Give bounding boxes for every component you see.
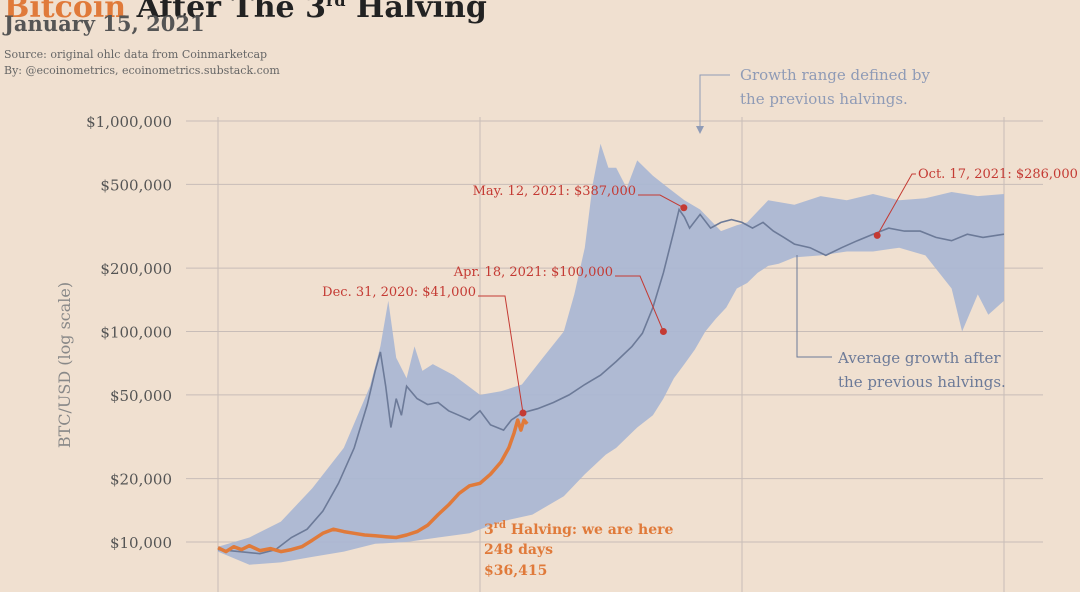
growth-range-note: Growth range defined by the previous hal… [696,66,930,134]
title-accent: Bitcoin [4,0,127,25]
annotation-label: Oct. 17, 2021: $286,000 [918,167,1078,182]
chart-source: Source: original ohlc data from Coinmark… [4,47,280,79]
average-growth-note: Average growth after the previous halvin… [796,255,1006,391]
current-note-price: $36,415 [484,563,547,579]
current-note-line-1: 3rd Halving: we are here [484,520,673,538]
y-tick-label: $200,000 [100,260,172,278]
source-line-1: Source: original ohlc data from Coinmark… [4,48,268,61]
title-main: After The 3rd Halving [137,0,487,25]
annotation-point [873,231,881,239]
title-main-post: Halving [356,0,487,25]
source-line-2: By: @ecoinometrics, ecoinometrics.substa… [4,64,280,77]
annotation-point [519,409,527,417]
annotation-point [659,328,667,335]
growth-range-line-1: Growth range defined by [740,66,930,84]
y-axis-label: BTC/USD (log scale) [55,282,74,448]
average-growth-line-1: Average growth after [837,349,1001,367]
annotation-leader [638,194,685,209]
y-tick-labels: $10,000 $20,000 $50,000 $100,000 $200,000 $50… [86,113,172,552]
title-main-pre: After The 3 [136,0,326,25]
chart-subtitle: January 15, 2021 [4,11,205,36]
growth-range-leader [699,74,730,128]
chart-title: Bitcoin After The 3rd Halving [4,0,487,23]
current-note-days: 248 days [484,542,553,558]
annotation-leader [478,295,524,414]
y-tick-label: $20,000 [110,471,172,489]
y-tick-label: $10,000 [110,534,172,552]
annotation-leader [615,275,664,332]
average-growth-line-2: the previous halvings. [838,373,1006,391]
y-tick-label: $100,000 [100,324,172,342]
average-growth-line [217,207,1005,555]
y-tick-label: $50,000 [110,387,172,405]
annotations: Dec. 31, 2020: $41,000 Apr. 18, 2021: $10… [322,167,1078,417]
current-note-3: 3 [484,522,494,538]
average-growth-leader [796,255,832,358]
current-halving-note: 3rd Halving: we are here 248 days $36,41… [484,520,673,579]
title-main-sup: rd [325,0,346,10]
annotation-label: Apr. 18, 2021: $100,000 [453,265,613,280]
growth-range-line-2: the previous halvings. [740,90,908,108]
y-tick-label: $500,000 [100,176,172,194]
current-note-rest: Halving: we are here [506,522,673,538]
annotation-leader [876,173,916,236]
growth-range-arrow [696,126,704,134]
annotation-label: Dec. 31, 2020: $41,000 [322,285,476,300]
y-tick-label: $1,000,000 [86,113,172,131]
current-note-sup: rd [494,520,506,531]
annotation-point [680,204,688,212]
annotation-label: May. 12, 2021: $387,000 [473,184,636,199]
growth-range-band [218,143,1004,565]
current-halving-line [217,418,529,554]
